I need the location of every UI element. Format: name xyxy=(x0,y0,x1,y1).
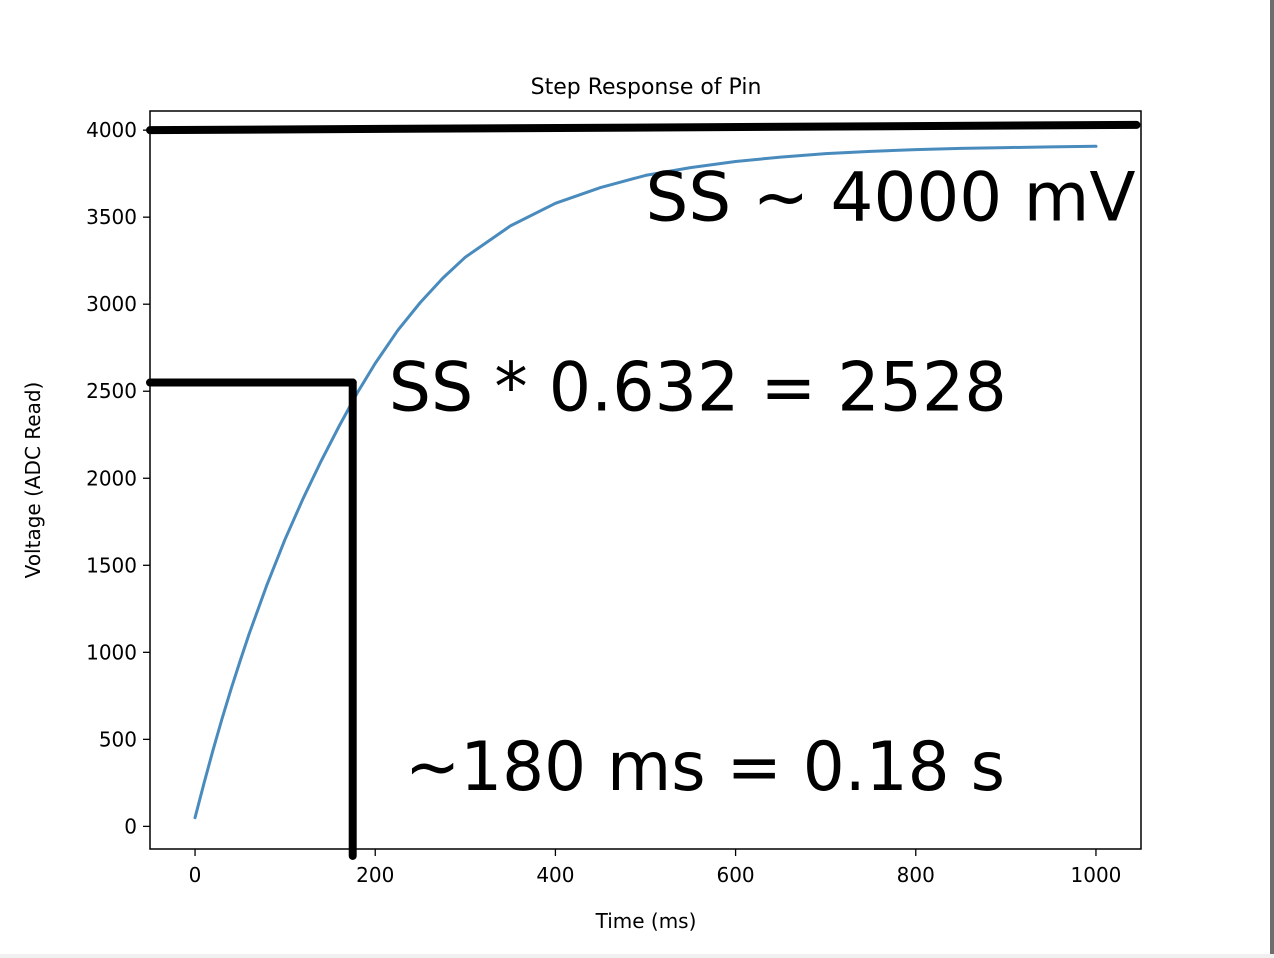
plot-frame xyxy=(149,110,1142,850)
y-axis: 0 500 1000 1500 2000 2500 3000 3500 4000 xyxy=(86,118,150,838)
y-axis-label: Voltage (ADC Read) xyxy=(21,382,45,579)
x-axis-label: Time (ms) xyxy=(595,909,697,933)
x-tick-label: 400 xyxy=(536,863,574,887)
y-tick-label: 500 xyxy=(99,727,137,751)
x-tick-label: 0 xyxy=(189,863,202,887)
series-line-0 xyxy=(193,144,1098,820)
window-edge xyxy=(1270,0,1274,958)
x-tick-label: 600 xyxy=(716,863,754,887)
y-tick-label: 3000 xyxy=(86,292,137,316)
window-bottom-bar xyxy=(0,954,1274,958)
x-tick-label: 1000 xyxy=(1071,863,1122,887)
y-tick-label: 1000 xyxy=(86,640,137,664)
x-axis: 0 200 400 600 800 1000 xyxy=(189,849,1122,887)
reference-lines xyxy=(146,120,1141,860)
y-tick-label: 2000 xyxy=(86,466,137,490)
y-tick-label: 2500 xyxy=(86,379,137,403)
chart-title: Step Response of Pin xyxy=(531,75,762,100)
annotation-text: ~180 ms = 0.18 s xyxy=(405,728,1005,807)
y-tick-label: 3500 xyxy=(86,205,137,229)
y-tick-label: 0 xyxy=(124,814,137,838)
x-tick-label: 200 xyxy=(356,863,394,887)
annotation-text: SS ~ 4000 mV xyxy=(646,159,1136,238)
annotation-text: SS * 0.632 = 2528 xyxy=(389,348,1007,427)
y-tick-label: 1500 xyxy=(86,553,137,577)
annotations: SS ~ 4000 mV SS * 0.632 = 2528 ~180 ms = 0… xyxy=(389,159,1136,807)
y-tick-label: 4000 xyxy=(86,118,137,142)
series-layer xyxy=(193,144,1098,820)
x-tick-label: 800 xyxy=(897,863,935,887)
reference-line-horizontal xyxy=(146,120,1141,135)
